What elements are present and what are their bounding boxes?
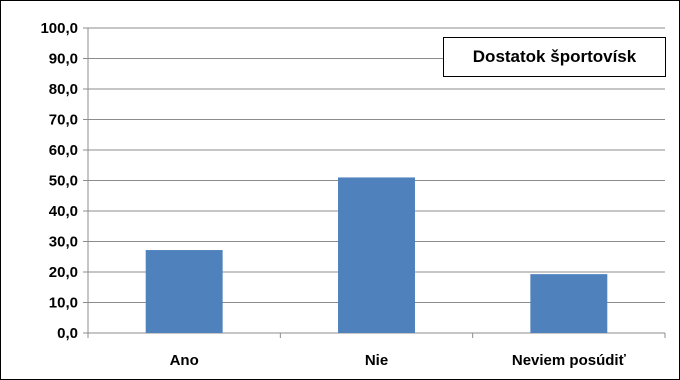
y-tick-label: 70,0 bbox=[49, 112, 78, 129]
y-tick-labels: 0,0 10,0 20,0 30,0 40,0 50,0 60,0 70,0 80,0 90,0 1… bbox=[40, 20, 78, 342]
y-tick-label: 60,0 bbox=[49, 142, 78, 159]
y-tick-label: 100,0 bbox=[40, 20, 78, 37]
y-tick-label: 80,0 bbox=[49, 81, 78, 98]
y-tick-label: 20,0 bbox=[49, 264, 78, 281]
legend: Dostatok športovísk bbox=[443, 37, 666, 77]
bar bbox=[145, 250, 223, 333]
x-tick-label: Nie bbox=[365, 352, 388, 369]
bars bbox=[145, 177, 608, 333]
y-tick-label: 40,0 bbox=[49, 203, 78, 220]
x-tick-labels: Ano Nie Neviem posúdiť bbox=[170, 352, 627, 369]
legend-entry: Dostatok športovísk bbox=[472, 47, 637, 66]
y-tick-label: 10,0 bbox=[49, 295, 78, 312]
y-tick-label: 30,0 bbox=[49, 234, 78, 251]
bar bbox=[530, 274, 608, 333]
y-tick-label: 0,0 bbox=[57, 325, 78, 342]
y-tick-label: 50,0 bbox=[49, 173, 78, 190]
x-tick-label: Neviem posúdiť bbox=[512, 352, 627, 369]
x-tick-label: Ano bbox=[170, 352, 199, 369]
y-tick-label: 90,0 bbox=[49, 51, 78, 68]
bar bbox=[338, 177, 415, 333]
